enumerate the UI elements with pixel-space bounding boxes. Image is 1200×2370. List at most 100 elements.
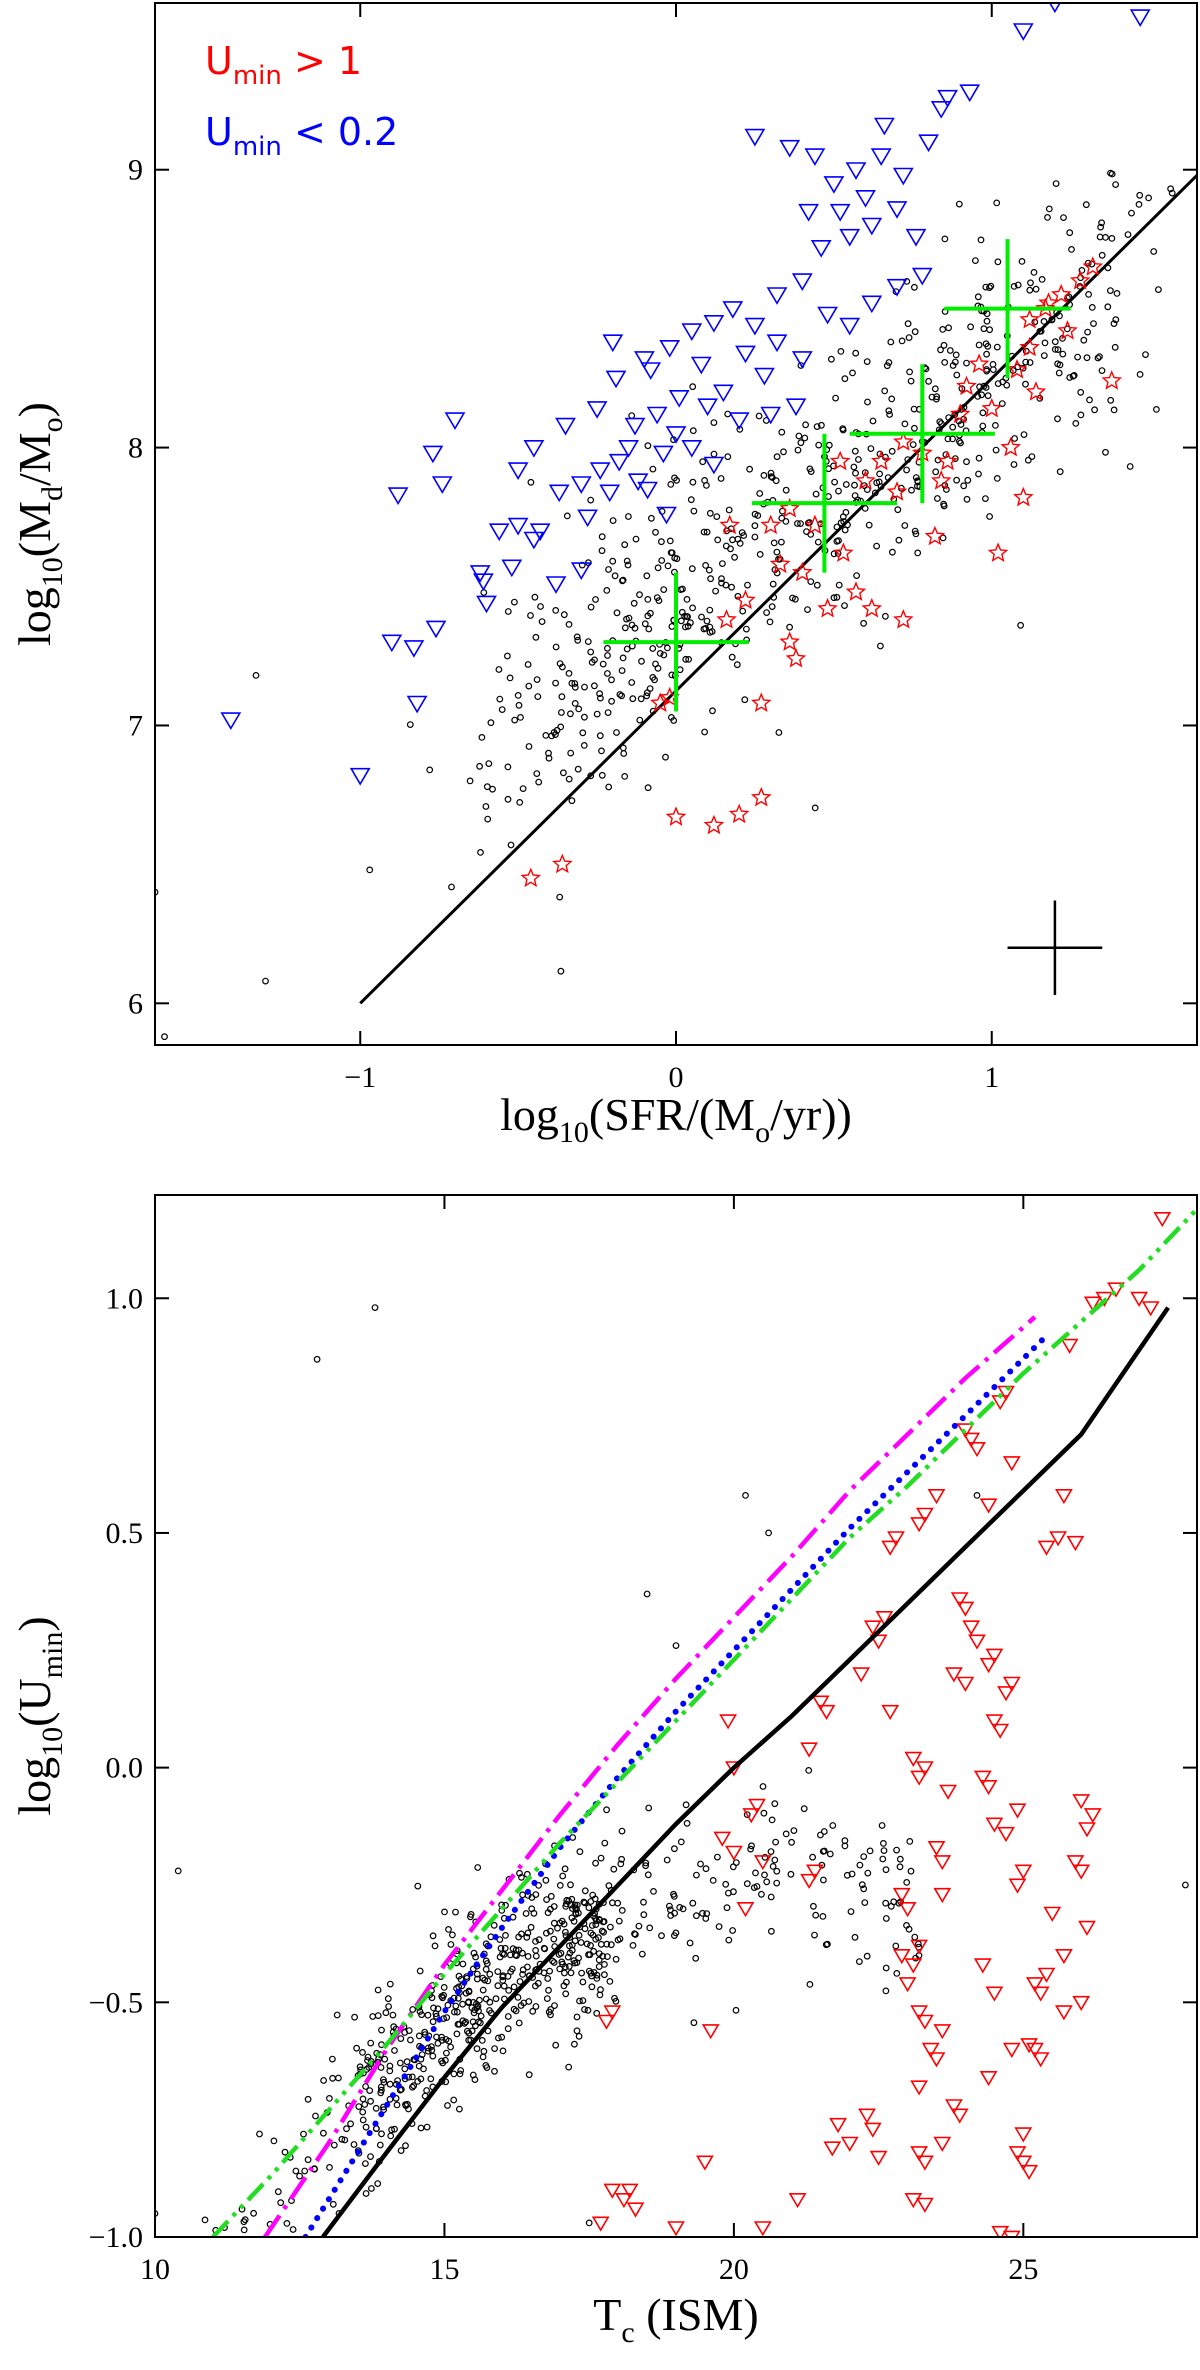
data-point-circle <box>489 785 496 793</box>
data-point-circle <box>979 422 987 430</box>
data-point-circle <box>561 1865 569 1873</box>
data-point-circle <box>830 550 838 558</box>
data-point-triangle-umin-low <box>634 351 655 369</box>
data-point-triangle-umin-low <box>665 426 687 444</box>
data-point-circle <box>945 324 952 332</box>
data-point-circle <box>629 1941 637 1949</box>
data-point-circle <box>683 596 691 603</box>
data-point-triangle-umin-low <box>659 339 681 358</box>
data-point-circle <box>1126 463 1134 470</box>
data-point-circle <box>1030 269 1038 276</box>
data-point-triangle <box>939 1784 958 1800</box>
data-point-circle <box>452 2002 460 2010</box>
data-point-triangle <box>968 1634 986 1650</box>
data-point-circle <box>565 2063 573 2071</box>
data-point-circle <box>428 2043 435 2050</box>
panel2-plot-area <box>155 1207 1197 2237</box>
data-point-circle <box>837 348 845 355</box>
data-point-circle <box>451 2008 458 2016</box>
data-point-star-umin-high <box>1013 486 1034 507</box>
data-point-circle <box>552 643 560 651</box>
data-point-circle <box>963 359 970 367</box>
data-point-circle <box>544 1909 552 1917</box>
data-point-circle <box>585 1904 593 1912</box>
data-point-triangle <box>1141 1301 1160 1317</box>
data-point-circle <box>679 1905 687 1913</box>
data-point-circle <box>1070 372 1078 379</box>
data-point-circle <box>983 317 991 325</box>
data-point-circle <box>607 1923 614 1931</box>
data-point-circle <box>769 580 777 588</box>
data-point-circle <box>423 2087 431 2094</box>
data-point-circle <box>908 486 915 494</box>
data-point-circle <box>333 2011 341 2019</box>
data-point-circle <box>931 385 939 393</box>
data-point-circle <box>619 654 627 662</box>
data-point-triangle-umin-low <box>637 481 658 500</box>
data-point-circle <box>775 729 783 736</box>
data-point-circle <box>955 200 963 208</box>
data-point-circle <box>1110 406 1118 414</box>
data-point-circle <box>660 651 668 659</box>
data-point-circle <box>703 1910 711 1917</box>
data-point-circle <box>532 2003 540 2010</box>
data-point-circle <box>700 528 708 536</box>
data-point-circle <box>556 893 564 901</box>
data-point-circle <box>423 2123 431 2131</box>
data-point-circle <box>459 1960 467 1968</box>
data-point-triangle <box>863 1620 882 1636</box>
data-point-circle <box>391 2047 398 2054</box>
data-point-circle <box>579 729 587 737</box>
data-point-circle <box>941 235 949 243</box>
panel2-xlabel: Tc (ISM) <box>593 2289 758 2349</box>
data-point-circle <box>773 548 781 556</box>
data-point-circle <box>731 553 738 561</box>
data-point-triangle <box>1066 1855 1085 1871</box>
panel2-ticks: 10 15 20 25 −1.0 −0.5 0.0 0.5 1.0 <box>89 1195 1197 2286</box>
data-point-circle <box>1065 293 1073 301</box>
data-point-triangle <box>829 2117 847 2134</box>
data-point-circle <box>1128 209 1135 217</box>
data-point-circle <box>649 465 657 473</box>
data-point-star-umin-high <box>1050 283 1072 304</box>
data-point-circle <box>1026 359 1034 366</box>
data-point-circle <box>476 1996 483 2004</box>
panel2-xlabel-sub: c <box>621 2316 634 2349</box>
data-point-circle <box>407 2036 414 2044</box>
data-point-circle <box>537 603 544 610</box>
data-point-triangle <box>1107 1282 1125 1298</box>
data-point-triangle <box>997 1826 1015 1843</box>
panel-umin-vs-tc: 10 15 20 25−1.0−0.50.00.51.0 Tc (ISM) log10… <box>9 1194 1198 2349</box>
data-point-circle <box>605 783 613 791</box>
data-point-circle <box>577 1939 585 1946</box>
data-point-circle <box>558 709 565 716</box>
data-point-circle <box>477 849 484 856</box>
data-point-circle <box>388 2126 396 2134</box>
data-point-circle <box>330 2141 338 2149</box>
data-point-circle <box>593 710 601 718</box>
data-point-circle <box>560 611 568 619</box>
data-point-circle <box>439 1994 447 2002</box>
data-point-star-umin-high <box>1019 308 1040 329</box>
data-point-circle <box>952 351 960 359</box>
data-point-circle <box>636 591 643 599</box>
data-point-circle <box>270 2137 278 2145</box>
data-point-circle <box>519 1891 526 1899</box>
data-point-circle <box>1027 279 1034 287</box>
data-point-circle <box>535 1936 543 1944</box>
data-point-circle <box>581 683 588 691</box>
data-point-triangle <box>1002 1676 1021 1692</box>
data-point-circle <box>853 572 860 579</box>
data-point-circle <box>642 1862 649 1870</box>
data-point-circle <box>603 587 611 594</box>
data-point-triangle <box>927 1489 946 1505</box>
data-point-circle <box>648 514 655 522</box>
data-point-circle <box>841 375 849 383</box>
data-point-circle <box>386 1980 394 1988</box>
data-point-triangle-umin-low <box>861 295 883 314</box>
data-point-circle <box>805 1766 813 1774</box>
data-point-star-umin-high <box>949 403 971 423</box>
data-point-triangle-umin-low <box>555 417 576 436</box>
data-point-circle <box>593 1974 601 1982</box>
data-point-circle <box>390 2023 398 2031</box>
